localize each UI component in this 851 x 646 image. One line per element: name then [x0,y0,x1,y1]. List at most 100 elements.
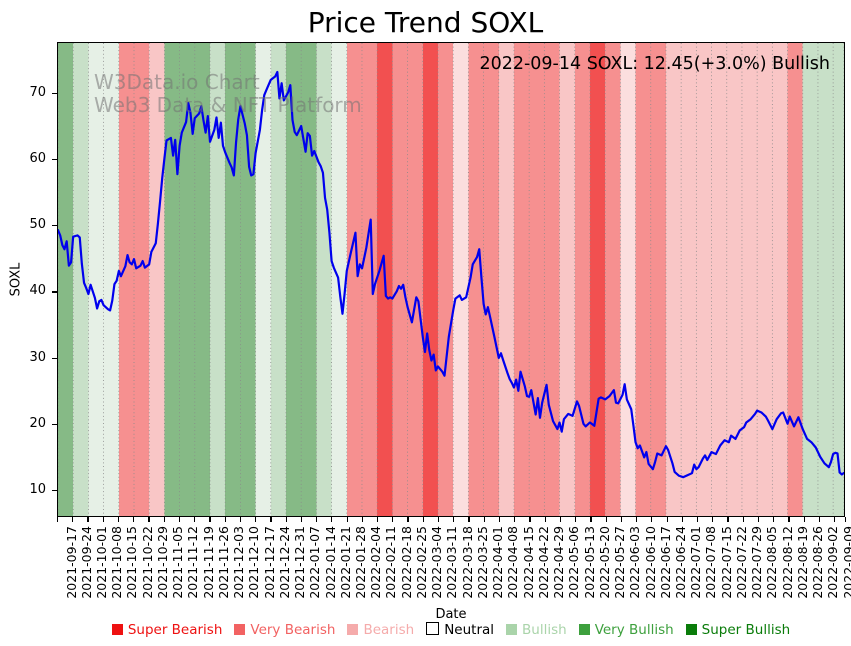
x-tick-mark [559,517,562,522]
x-tick-mark [845,517,847,522]
y-tick-mark [52,291,57,293]
x-tick-mark [605,517,607,522]
sentiment-band [194,43,210,516]
x-tick-mark [422,517,424,522]
sentiment-band [73,43,89,516]
sentiment-band [772,43,788,516]
sentiment-band [301,43,317,516]
x-tick-mark [636,517,638,522]
latest-value-annotation: 2022-09-14 SOXL: 12.45(+3.0%) Bullish [479,54,830,74]
x-tick-mark [529,517,531,522]
x-tick-mark [224,517,226,522]
x-tick-mark [285,517,287,522]
legend-swatch-bullish [506,624,518,635]
sentiment-band [88,43,104,516]
x-tick-mark [590,517,592,522]
legend-label-bullish: Bullish [522,622,567,638]
x-tick-mark [255,517,257,522]
x-tick-mark [666,517,668,522]
sentiment-band [179,43,195,516]
sentiment-band [635,43,651,516]
x-tick-mark [712,517,714,522]
sentiment-band [605,43,621,516]
legend-label-very_bullish: Very Bullish [594,622,674,638]
plot-area: W3Data.io Chart Web3 Data & NFT Platform… [57,42,845,517]
y-tick-label: 70 [29,84,46,100]
sentiment-band [392,43,408,516]
sentiment-band [58,43,74,516]
x-tick-mark [300,517,302,522]
y-tick-label: 60 [29,151,46,167]
legend-swatch-very_bullish [578,624,590,635]
y-tick-mark [52,357,57,359]
x-tick-mark [346,517,348,522]
y-tick-mark [52,159,57,161]
sentiment-band [787,43,803,516]
sentiment-band [711,43,727,516]
y-tick-mark [52,423,57,425]
y-tick-label: 20 [29,415,46,431]
sentiment-band [468,43,484,516]
sentiment-band [483,43,499,516]
x-axis-label: Date [435,607,467,622]
x-tick-mark [102,517,104,522]
sentiment-band [650,43,666,516]
sentiment-band [422,43,438,516]
y-tick-label: 50 [29,217,46,233]
sentiment-band [696,43,712,516]
x-tick-mark [376,517,379,522]
legend-label-neutral: Neutral [444,622,495,638]
price-line [58,70,844,479]
x-tick-mark [331,517,333,522]
sentiment-band [620,43,636,516]
legend-label-very_bearish: Very Bearish [250,622,336,638]
legend-item-super_bullish: Super Bullish [685,622,791,638]
x-tick-mark [133,517,135,522]
sentiment-band [513,43,530,516]
legend-swatch-neutral [426,622,440,635]
x-tick-mark [575,517,577,522]
x-tick-mark [544,517,546,522]
legend-item-very_bearish: Very Bearish [234,622,335,638]
sentiment-band [255,43,271,516]
legend-swatch-bearish [347,624,359,635]
x-tick-mark [742,517,744,522]
sentiment-band [529,43,545,516]
legend-swatch-very_bearish [234,624,246,635]
legend-label-super_bullish: Super Bullish [701,622,791,638]
x-tick-mark [803,517,805,522]
legend-item-super_bearish: Super Bearish [111,622,223,638]
legend-item-bearish: Bearish [347,622,414,638]
sentiment-band [802,43,818,516]
x-tick-mark [788,517,790,522]
x-tick-mark [696,517,699,522]
x-tick-mark [498,517,501,522]
sentiment-band [589,43,606,516]
x-tick-mark [437,517,440,522]
sentiment-band [361,43,378,516]
sentiment-band [817,43,834,516]
sentiment-band [209,43,226,516]
sentiment-band [681,43,697,516]
x-tick-mark [178,517,181,522]
x-tick-mark [270,517,272,522]
legend: Super Bearish Very Bearish Bearish Neutral B… [57,622,845,638]
y-tick-label: 30 [29,349,46,365]
y-tick-label: 10 [29,481,46,497]
y-axis-label: SOXL [8,262,24,297]
sentiment-band [437,43,454,516]
sentiment-band [316,43,332,516]
x-tick-mark [57,517,59,522]
x-tick-mark [834,517,836,522]
x-tick-mark [727,517,729,522]
legend-item-very_bullish: Very Bullish [578,622,674,638]
legend-label-bearish: Bearish [363,622,415,638]
x-tick-mark [209,517,211,522]
x-tick-mark [72,517,74,522]
y-tick-mark [52,225,57,227]
legend-swatch-super_bearish [111,624,123,635]
sentiment-band [407,43,423,516]
legend-label-super_bearish: Super Bearish [127,622,223,638]
x-tick-mark [514,517,516,522]
